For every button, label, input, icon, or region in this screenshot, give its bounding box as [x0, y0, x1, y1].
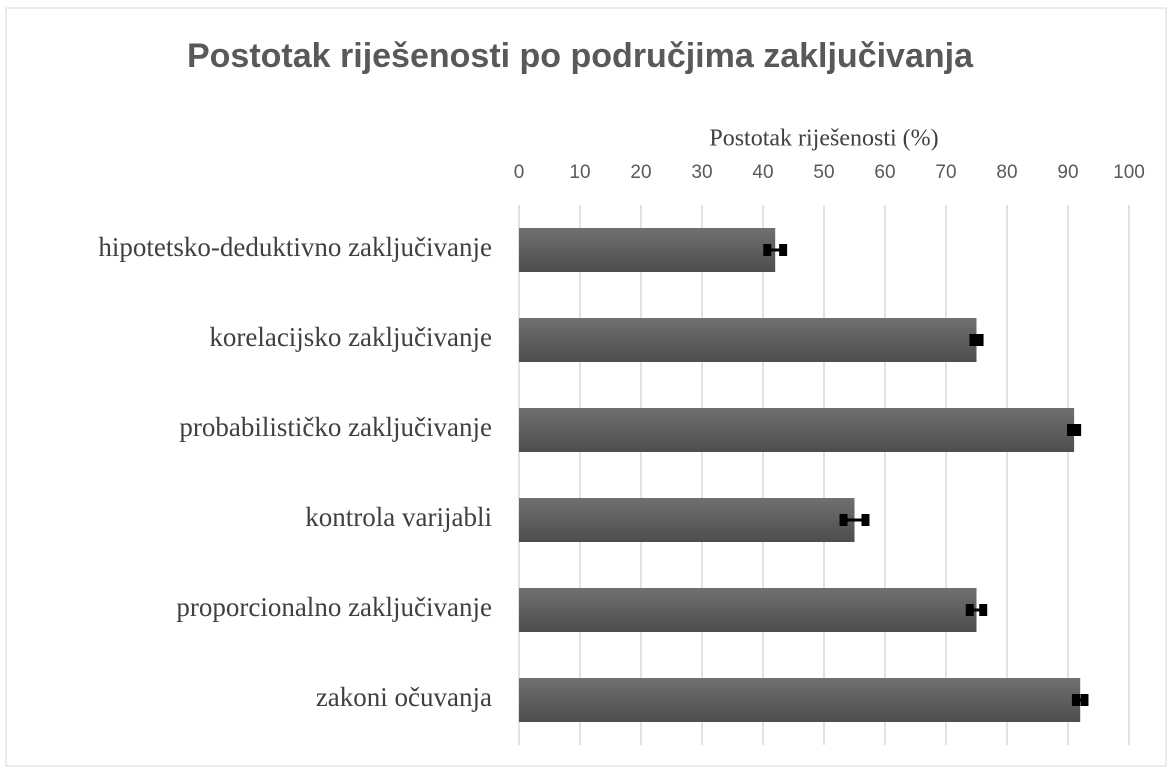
- x-tick-label: 0: [514, 162, 525, 183]
- x-tick-label: 80: [996, 162, 1017, 183]
- bar: [519, 498, 855, 542]
- x-axis-title: Postotak riješenosti (%): [709, 126, 938, 152]
- error-cap: [1067, 424, 1076, 436]
- x-tick-label: 30: [691, 162, 712, 183]
- y-tick-label: probabilističko zaključivanje: [179, 412, 492, 442]
- y-tick-label: kontrola varijabli: [305, 502, 492, 532]
- x-tick-label: 20: [630, 162, 651, 183]
- x-tick-label: 60: [874, 162, 895, 183]
- bar: [519, 318, 977, 362]
- y-tick-label: korelacijsko zaključivanje: [209, 322, 492, 352]
- error-cap: [979, 604, 988, 616]
- error-cap: [861, 514, 870, 526]
- bar: [519, 678, 1081, 722]
- y-tick-label: zakoni očuvanja: [316, 682, 492, 712]
- y-tick-label: hipotetsko-deduktivno zaključivanje: [98, 232, 492, 262]
- x-tick-label: 10: [569, 162, 590, 183]
- chart-border: [5, 7, 1167, 767]
- error-cap: [975, 334, 984, 346]
- error-cap: [839, 514, 848, 526]
- error-cap: [1080, 694, 1089, 706]
- x-tick-label: 40: [752, 162, 773, 183]
- error-cap: [1073, 424, 1082, 436]
- error-cap: [763, 244, 772, 256]
- error-cap: [965, 604, 974, 616]
- chart-title: Postotak riješenosti po područjima zaklj…: [187, 37, 974, 75]
- error-cap: [1071, 694, 1080, 706]
- error-cap: [969, 334, 978, 346]
- bar: [519, 408, 1075, 452]
- x-tick-label: 70: [935, 162, 956, 183]
- y-tick-label: proporcionalno zaključivanje: [176, 592, 492, 622]
- x-tick-label: 50: [813, 162, 834, 183]
- error-cap: [779, 244, 788, 256]
- bar: [519, 228, 776, 272]
- x-tick-label: 100: [1113, 162, 1145, 183]
- bar: [519, 588, 977, 632]
- x-tick-label: 90: [1057, 162, 1078, 183]
